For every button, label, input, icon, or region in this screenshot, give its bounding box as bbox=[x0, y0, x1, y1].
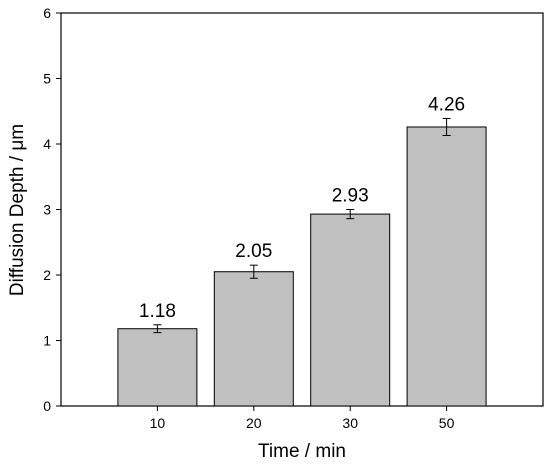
x-tick-label: 10 bbox=[150, 415, 166, 431]
y-tick-label: 1 bbox=[43, 333, 51, 349]
y-tick-label: 4 bbox=[43, 136, 51, 152]
x-axis-title: Time / min bbox=[258, 441, 346, 462]
y-tick-label: 2 bbox=[43, 267, 51, 283]
bar-20 bbox=[213, 271, 294, 407]
data-label-10: 1.18 bbox=[139, 301, 176, 322]
data-label-30: 2.93 bbox=[332, 186, 369, 207]
data-labels: 1.18 2.05 2.93 4.26 bbox=[139, 94, 465, 321]
y-axis-title: Diffusion Depth / μm bbox=[7, 124, 28, 296]
bar-50 bbox=[406, 126, 487, 407]
x-tick-label: 50 bbox=[439, 415, 455, 431]
bars bbox=[117, 126, 487, 407]
x-tick-label: 20 bbox=[246, 415, 262, 431]
x-tick-label: 30 bbox=[342, 415, 358, 431]
y-tick-label: 5 bbox=[43, 71, 51, 87]
bar-10 bbox=[117, 328, 198, 407]
data-label-50: 4.26 bbox=[428, 94, 465, 115]
y-axis-ticks: 0 1 2 3 4 5 6 bbox=[43, 5, 61, 414]
y-tick-label: 6 bbox=[43, 5, 51, 21]
y-tick-label: 3 bbox=[43, 202, 51, 218]
y-tick-label: 0 bbox=[43, 398, 51, 414]
error-bars bbox=[153, 117, 451, 334]
data-label-20: 2.05 bbox=[235, 241, 272, 262]
bar-30 bbox=[310, 213, 391, 407]
x-axis-ticks: 10 20 30 50 bbox=[150, 406, 455, 431]
